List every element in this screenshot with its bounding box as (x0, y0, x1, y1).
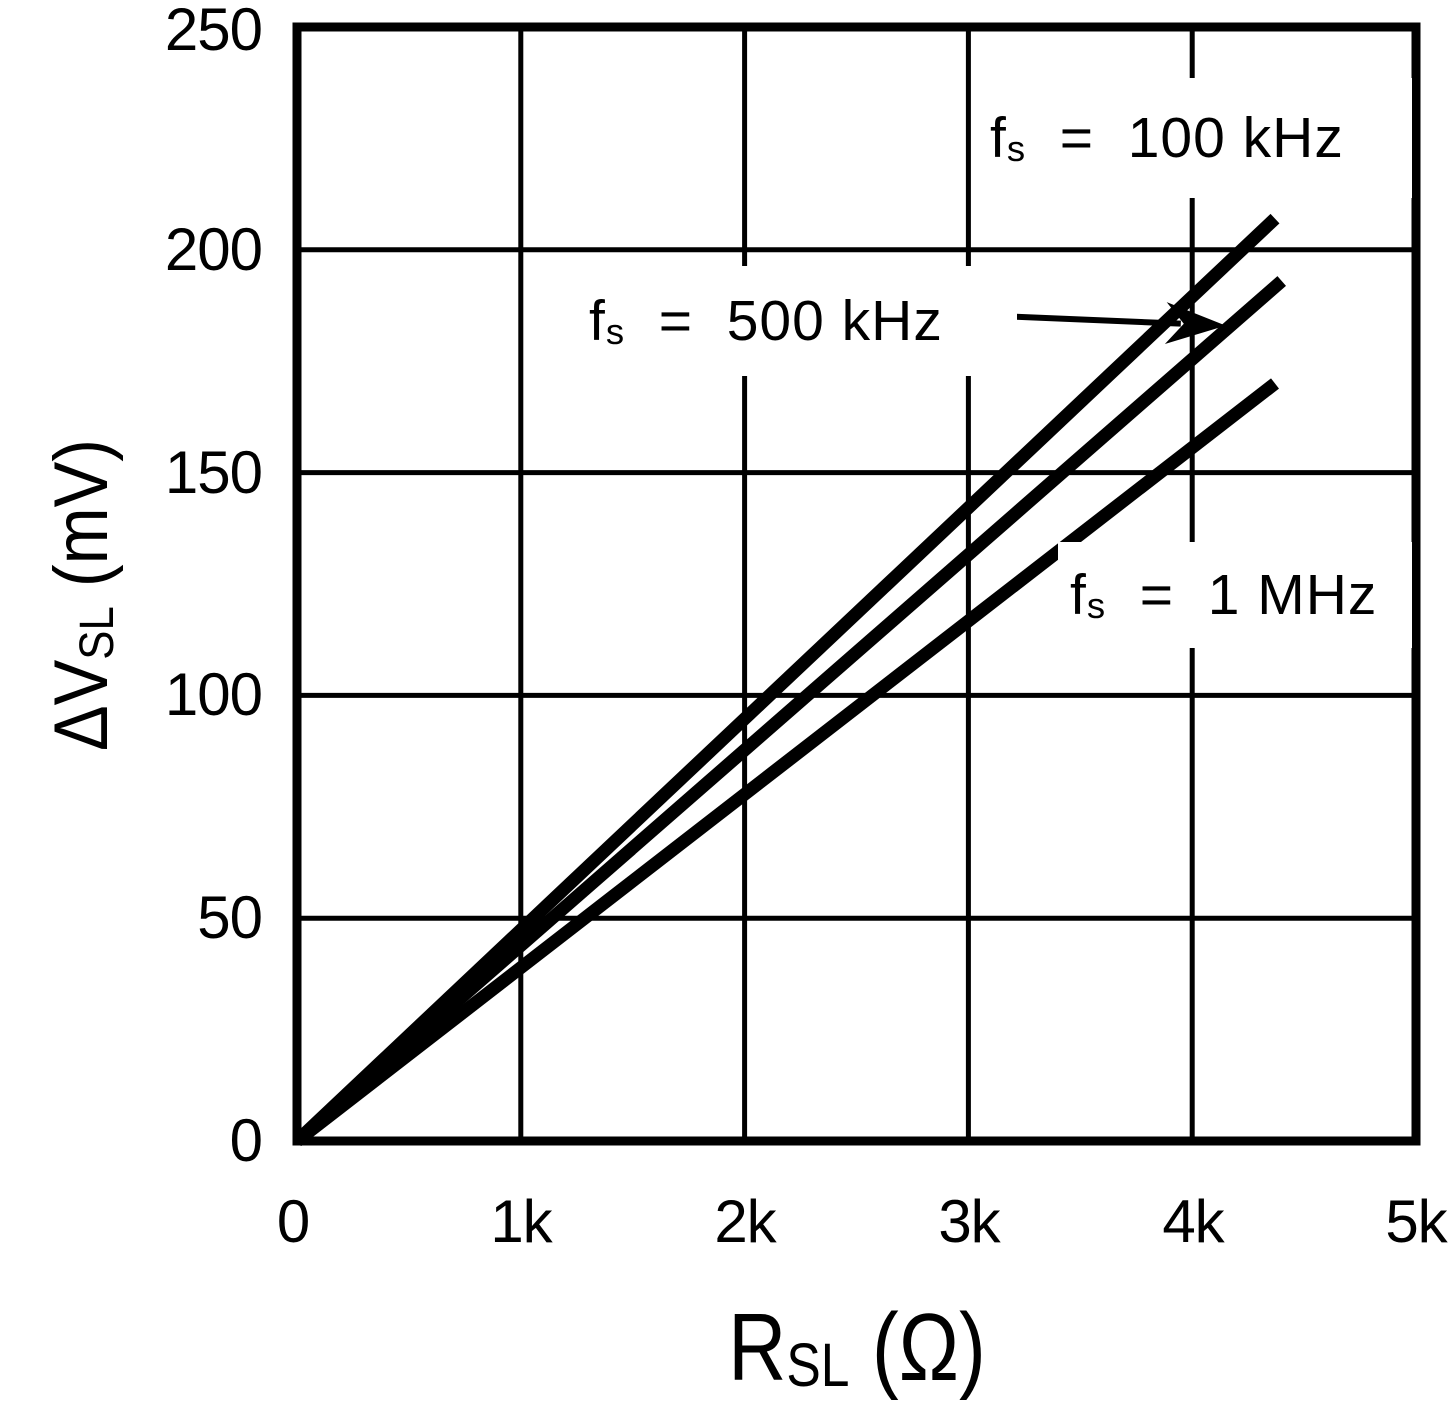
series-line-1 (292, 276, 1286, 1146)
y-tick-label-50: 50 (197, 884, 263, 951)
y-tick-label-250: 250 (164, 0, 263, 63)
y-tick-label-150: 150 (164, 439, 263, 506)
y-tick-label-100: 100 (164, 661, 263, 728)
x-tick-label-5k: 5k (1385, 1188, 1447, 1255)
y-axis-title-main: ΔV (39, 659, 124, 752)
x-tick-label-4k: 4k (1162, 1188, 1224, 1255)
y-tick-label-200: 200 (164, 216, 263, 283)
x-tick-label-0: 0 (276, 1188, 310, 1255)
series-line-0 (292, 213, 1280, 1146)
y-axis-title-unit: (mV) (39, 438, 124, 607)
y-tick-label-0: 0 (229, 1107, 263, 1174)
series-line-2 (293, 378, 1279, 1147)
x-axis-title-unit: (Ω) (849, 1293, 986, 1401)
y-axis-title: ΔV SL (mV) (39, 438, 124, 752)
plot-frame (292, 22, 1421, 1146)
x-tick-label-1k: 1k (490, 1188, 552, 1255)
x-axis-title-main: R (728, 1293, 787, 1401)
x-tick-label-3k: 3k (938, 1188, 1000, 1255)
x-tick-label-2k: 2k (714, 1188, 776, 1255)
x-axis-title: R SL (Ω) (728, 1293, 986, 1401)
annotation-arrow-head (1164, 302, 1226, 344)
annotation-arrow-line (1013, 313, 1181, 327)
